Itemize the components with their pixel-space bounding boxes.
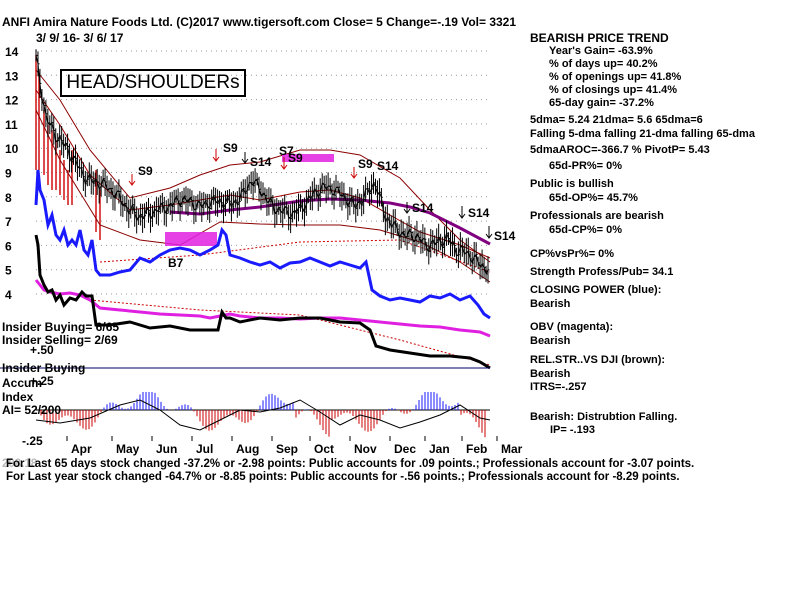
price-tick-label: 8 — [5, 191, 12, 205]
signal-s14-dec: S14 — [412, 201, 434, 215]
pr-65: 65d-PR%= 0% — [549, 160, 623, 172]
price-axis-labels: 14 13 12 11 10 9 8 7 6 5 4 — [5, 45, 19, 302]
price-tick-label: 12 — [5, 94, 19, 108]
price-tick-label: 10 — [5, 142, 19, 156]
ai-label-p50: +.50 — [30, 343, 54, 357]
dma-falling: Falling 5-dma falling 21-dma falling 65-… — [530, 128, 755, 140]
price-tick-label: 5 — [5, 264, 12, 278]
closing-power-value: Bearish — [530, 298, 571, 310]
ma-lower-band — [35, 109, 491, 283]
obv-title: OBV (magenta): — [530, 321, 614, 333]
arrow-nov — [350, 167, 358, 179]
rel-strength-title: REL.STR..VS DJI (brown): — [530, 354, 666, 366]
footer-year: For Last year stock changed -64.7% or -8… — [6, 471, 680, 483]
openings-up: % of openings up= 41.8% — [549, 71, 682, 83]
arrow-feb — [458, 206, 466, 219]
signal-s9-nov: S9 — [358, 157, 373, 171]
insider-buying-label: Insider Buying — [2, 361, 86, 375]
rel-strength-value: Bearish — [530, 368, 571, 380]
aroc-pivot: 5dmaAROC=-366.7 % PivotP= 5.43 — [530, 144, 710, 156]
itrs-value: ITRS=-.257 — [530, 381, 587, 393]
month-label: Oct — [314, 442, 335, 456]
distribution-status: Bearish: Distrubtion Falling. — [530, 411, 678, 423]
overlap-label: 208.18 — [2, 458, 38, 470]
month-label: Sep — [276, 442, 299, 456]
month-label: Mar — [501, 442, 523, 456]
ai-value: AI= 52/200 — [2, 403, 62, 417]
month-label: Jul — [196, 442, 214, 456]
ip-value: IP= -.193 — [550, 424, 595, 436]
signal-s9-jul: S9 — [223, 141, 238, 155]
insider-selling-count: Insider Selling= 2/69 — [2, 333, 118, 347]
month-label: Dec — [394, 442, 417, 456]
month-ticks — [66, 436, 498, 441]
closing-power-title: CLOSING POWER (blue): — [530, 284, 662, 296]
price-tick-label: 6 — [5, 239, 12, 253]
op-65: 65d-OP%= 45.7% — [549, 192, 638, 204]
obv-value: Bearish — [530, 335, 571, 347]
trend-title: BEARISH PRICE TREND — [530, 31, 669, 45]
price-tick-label: 13 — [5, 69, 19, 83]
gain-65: 65-day gain= -37.2% — [549, 97, 654, 109]
years-gain: Year's Gain= -63.9% — [549, 45, 653, 57]
chart-header-title: ANFI Amira Nature Foods Ltd. (C)2017 www… — [2, 15, 517, 29]
month-label: Jan — [429, 442, 450, 456]
arrow-dec — [403, 202, 411, 214]
signal-s7-sep: S7 — [279, 144, 294, 158]
relative-strength-line — [34, 234, 491, 370]
footer-65day: For Last 65 days stock changed -37.2% or… — [6, 458, 695, 470]
month-label: Feb — [466, 442, 488, 456]
public-status: Public is bullish — [530, 178, 614, 190]
arrow-mar — [485, 226, 493, 239]
ai-smooth-line — [35, 399, 491, 431]
signal-box-b7 — [165, 232, 217, 246]
month-label: Jun — [156, 442, 178, 456]
price-tick-label: 4 — [5, 288, 12, 302]
price-close-line — [35, 55, 489, 276]
price-tick-label: 7 — [5, 215, 12, 229]
closings-up: % of closings up= 41.4% — [549, 84, 678, 96]
index-label: Index — [2, 390, 34, 404]
cp-65: 65d-CP%= 0% — [549, 224, 623, 236]
days-up: % of days up= 40.2% — [549, 58, 658, 70]
trend-dotted-1 — [99, 239, 491, 273]
price-tick-label: 11 — [5, 118, 18, 132]
signal-b7: B7 — [168, 256, 184, 270]
trend-dotted-2 — [89, 299, 491, 366]
month-label: Aug — [236, 442, 260, 456]
ai-label-p25: +.25 — [30, 374, 54, 388]
month-label: Apr — [71, 442, 92, 456]
arrow-sep — [280, 157, 288, 170]
arrow-jul — [212, 149, 220, 162]
dma-values: 5dma= 5.24 21dma= 5.6 65dma=6 — [530, 114, 703, 126]
strength-ratio: Strength Profess/Pub= 34.1 — [530, 266, 674, 278]
ai-label-m25: -.25 — [22, 434, 43, 448]
gridlines — [36, 50, 490, 295]
accumulation-index-bars — [40, 392, 486, 438]
signal-s14-nov: S14 — [377, 159, 399, 173]
price-tick-label: 9 — [5, 167, 12, 181]
ma-upper-band — [35, 69, 491, 263]
arrow-aug — [241, 152, 249, 164]
signal-s14-aug: S14 — [250, 155, 272, 169]
date-range: 3/ 9/ 16- 3/ 6/ 17 — [36, 31, 124, 45]
closing-power-line — [34, 169, 491, 320]
month-label: May — [116, 442, 140, 456]
professionals-status: Professionals are bearish — [530, 210, 664, 222]
pattern-label-box: HEAD/SHOULDERs — [60, 69, 246, 97]
month-label: Nov — [354, 442, 377, 456]
price-tick-label: 14 — [5, 45, 19, 59]
arrow-may — [128, 174, 136, 186]
cp-vs-pr: CP%vsPr%= 0% — [530, 248, 615, 260]
insider-buying-count: Insider Buying= 6/65 — [2, 320, 120, 334]
accum-label: Accum — [2, 376, 43, 390]
signal-s9-may: S9 — [138, 164, 153, 178]
signal-s14-mar: S14 — [494, 229, 516, 243]
signal-s14-feb: S14 — [468, 206, 490, 220]
signal-s9-sep: S9 — [288, 151, 303, 165]
signal-box-s7 — [282, 154, 334, 162]
